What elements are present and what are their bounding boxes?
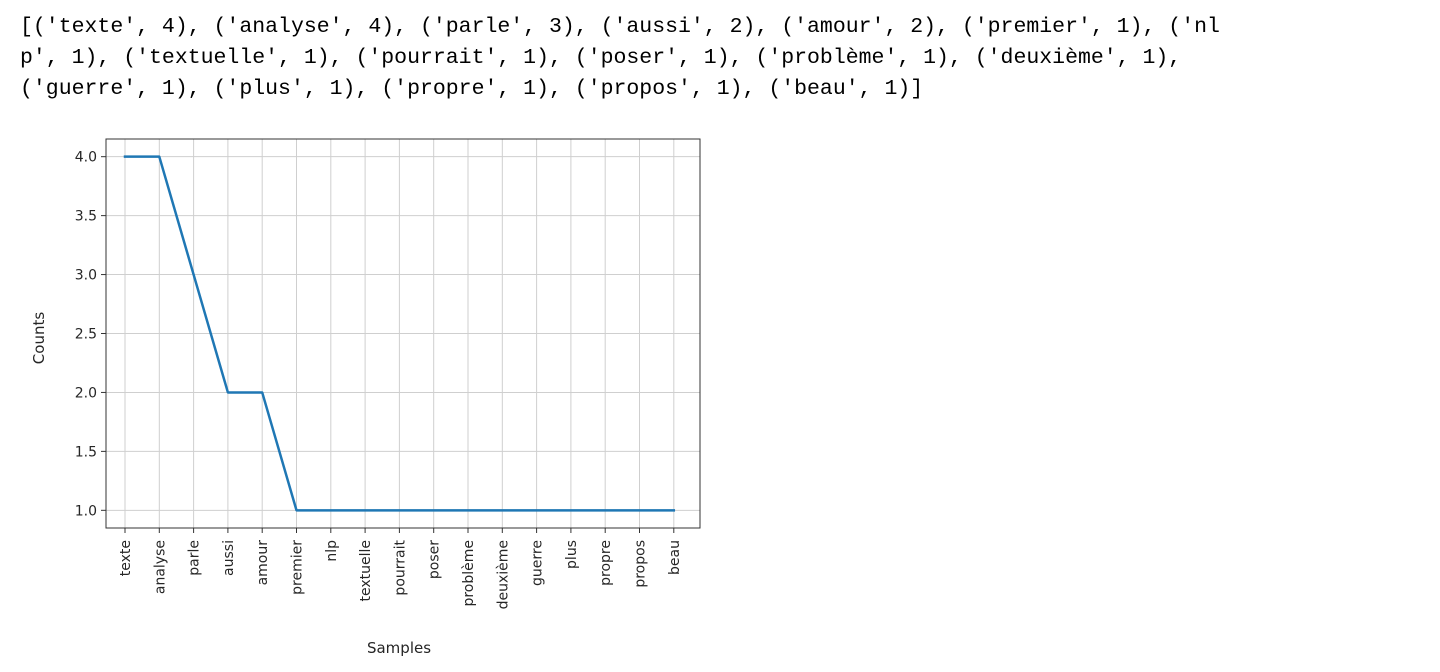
y-tick-label: 1.5 <box>75 444 97 460</box>
x-tick-label: poser <box>427 540 443 579</box>
output-line: ('guerre', 1), ('plus', 1), ('propre', 1… <box>20 77 924 101</box>
x-tick-label: textuelle <box>358 540 374 602</box>
y-tick-label: 3.0 <box>75 268 97 284</box>
x-tick-label: premier <box>290 540 306 595</box>
output-line: [('texte', 4), ('analyse', 4), ('parle',… <box>20 15 1220 39</box>
x-tick-label: amour <box>255 540 271 586</box>
x-tick-label: analyse <box>152 540 168 594</box>
y-tick-label: 2.5 <box>75 327 97 343</box>
output-line: p', 1), ('textuelle', 1), ('pourrait', 1… <box>20 46 1182 70</box>
y-axis-ticks: 1.0 1.5 2.0 2.5 3.0 3.5 4.0 <box>75 150 106 519</box>
y-axis-label: Counts <box>30 312 48 365</box>
y-tick-label: 1.0 <box>75 503 97 519</box>
x-tick-label: texte <box>118 540 134 576</box>
x-tick-label: plus <box>564 540 580 569</box>
x-tick-label: parle <box>187 540 203 576</box>
x-tick-label: deuxième <box>495 540 511 609</box>
x-tick-label: aussi <box>221 540 237 576</box>
x-tick-label: propre <box>598 540 614 586</box>
x-tick-label: beau <box>667 540 683 575</box>
series-line <box>123 155 676 512</box>
x-tick-label: pourrait <box>392 540 408 596</box>
data-series <box>123 155 676 512</box>
grid-lines <box>106 139 700 528</box>
frequency-plot: 1.0 1.5 2.0 2.5 3.0 3.5 4.0 texte analyse parle a… <box>30 138 701 657</box>
x-tick-label: problème <box>461 540 477 607</box>
y-tick-label: 4.0 <box>75 150 97 166</box>
y-tick-label: 3.5 <box>75 209 97 225</box>
x-axis-label: Samples <box>367 639 431 657</box>
x-axis-ticks: texte analyse parle aussi amour premier nlp tex… <box>118 528 683 609</box>
cell-output-text: [('texte', 4), ('analyse', 4), ('parle',… <box>20 12 1430 105</box>
x-tick-label: nlp <box>324 540 340 562</box>
x-tick-label: propos <box>633 540 649 588</box>
x-tick-label: guerre <box>530 540 546 586</box>
y-tick-label: 2.0 <box>75 385 97 401</box>
